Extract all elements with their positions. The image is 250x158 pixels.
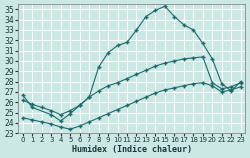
X-axis label: Humidex (Indice chaleur): Humidex (Indice chaleur) (72, 145, 192, 154)
